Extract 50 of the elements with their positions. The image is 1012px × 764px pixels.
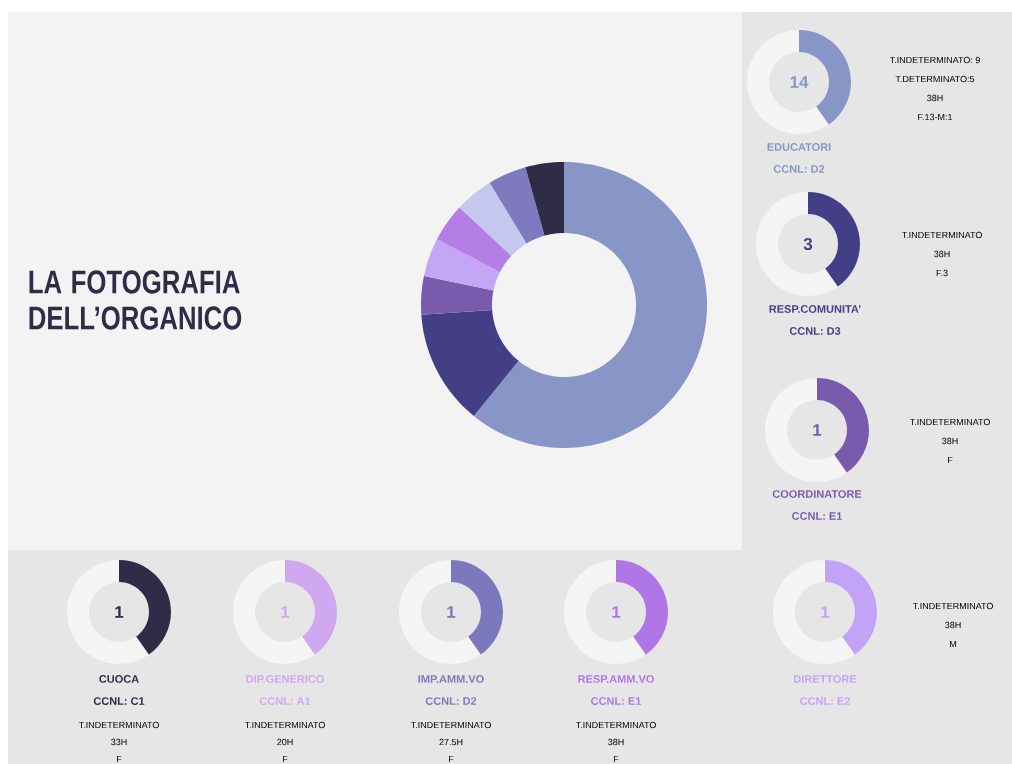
text: CUOCA (99, 675, 139, 683)
text: F.3 (936, 269, 948, 277)
text: T.DETERMINATO:5 (895, 75, 975, 83)
text: T.INDETERMINATO (244, 721, 325, 729)
text: RESP.AMM.VO (578, 675, 654, 683)
data-label: 1 (115, 606, 124, 618)
text: CCNL: C1 (93, 697, 145, 705)
text: M (950, 640, 957, 648)
text: CCNL: E1 (792, 512, 843, 520)
text: CCNL: D2 (425, 697, 477, 705)
text: T.INDETERMINATO (410, 721, 491, 729)
text: F (948, 456, 953, 464)
text: T.INDETERMINATO: 9 (889, 56, 980, 64)
text: T.INDETERMINATO (901, 231, 982, 239)
text: CCNL: E1 (591, 697, 642, 705)
text: T.INDETERMINATO (912, 602, 993, 610)
text: F (448, 755, 454, 763)
data-label: 1 (447, 606, 456, 618)
text: F (614, 755, 619, 763)
text: F.13-M:1 (918, 113, 953, 121)
text: EDUCATORI (767, 143, 831, 151)
text: CCNL: D3 (789, 327, 841, 335)
text: RESP.COMUNITA’ (769, 305, 861, 313)
text: 38H (945, 621, 961, 629)
text: COORDINATORE (772, 490, 862, 498)
text: CCNL: E2 (800, 697, 850, 705)
text: T.INDETERMINATO (78, 721, 159, 729)
text: LA FOTOGRAFIA DELL’ORGANICO (29, 270, 242, 330)
text: T.INDETERMINATO (575, 721, 656, 729)
data-label: 14 (790, 76, 809, 88)
data-label: 1 (821, 606, 830, 618)
text: CCNL: A1 (259, 697, 311, 705)
text: 38H (942, 437, 958, 445)
text: F (116, 755, 122, 763)
data-label: 1 (612, 606, 621, 618)
text: 33H (111, 738, 127, 746)
text: T.INDETERMINATO (909, 418, 990, 426)
text: 20H (277, 738, 293, 746)
text: IMP.AMM.VO (418, 675, 484, 683)
data-label: 1 (281, 606, 290, 618)
text: 27.5H (439, 738, 463, 746)
text: DIRETTORE (794, 675, 857, 683)
text: DIP.GENERICO (246, 675, 324, 683)
data-label: 1 (813, 424, 822, 436)
text: CCNL: D2 (773, 165, 825, 173)
text: F (282, 755, 288, 763)
text: 38H (927, 94, 943, 102)
text: 38H (934, 250, 950, 258)
data-label: 3 (803, 237, 813, 251)
text: 38H (608, 738, 624, 746)
